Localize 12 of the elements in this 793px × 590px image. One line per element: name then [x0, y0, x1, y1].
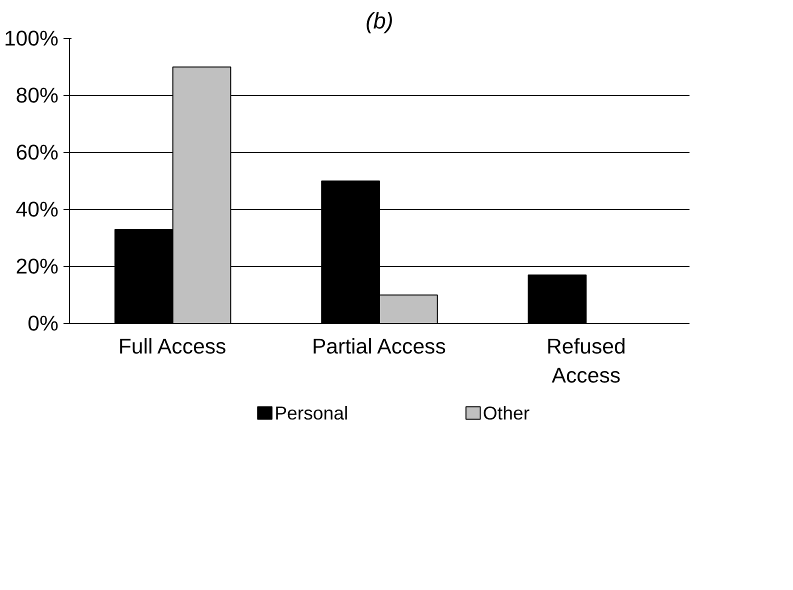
chart-title: (b): [366, 8, 394, 34]
y-tick-label: 60%: [16, 140, 59, 164]
legend-label: Personal: [274, 402, 348, 424]
x-tick-label: Full Access: [118, 334, 226, 358]
legend-label: Other: [482, 402, 530, 424]
x-tick-label: Refused Access: [546, 334, 626, 388]
y-tick-label: 100%: [4, 26, 59, 50]
x-tick-label: Partial Access: [312, 334, 446, 358]
y-tick-label: 80%: [16, 84, 59, 108]
y-tick-label: 0%: [28, 312, 59, 336]
y-tick-label: 20%: [16, 254, 59, 278]
y-tick-label: 40%: [16, 198, 59, 222]
